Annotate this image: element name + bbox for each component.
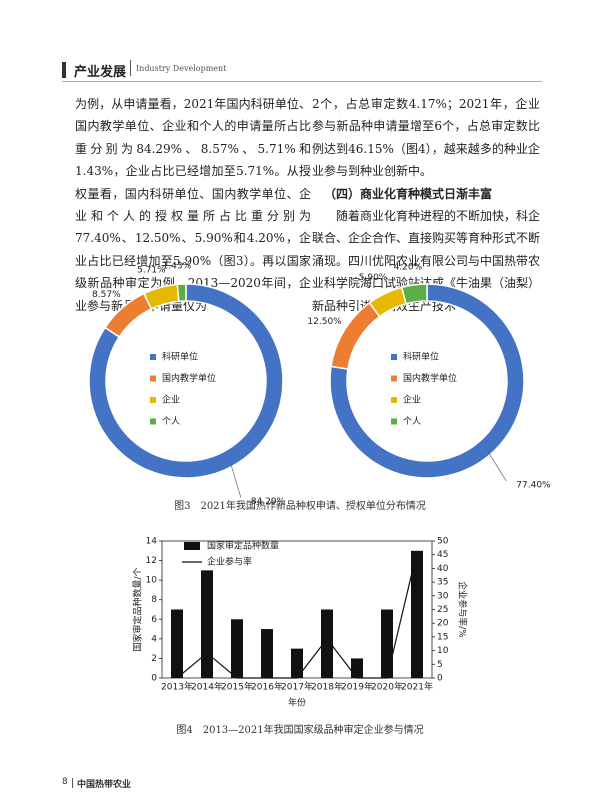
x-tick-label: 2017年 <box>281 681 313 693</box>
y2-axis-label: 企业参与率/% <box>457 581 469 638</box>
legend-label: 科研单位 <box>162 351 198 363</box>
bar <box>321 609 333 678</box>
figure-caption: 图4 2013—2021年我国国家级品种审定企业参与情况 <box>176 725 424 736</box>
bar <box>411 550 423 678</box>
y2-tick-label: 45 <box>437 550 448 560</box>
figure-caption: 图3 2021年我国热作新品种权申请、授权单位分布情况 <box>174 501 426 512</box>
legend-label: 国家审定品种数量 <box>207 540 279 552</box>
legend-label: 国内教学单位 <box>403 372 457 384</box>
pie-slice <box>104 292 153 338</box>
y2-tick-label: 10 <box>437 646 449 656</box>
legend-label: 个人 <box>162 416 180 427</box>
bar <box>291 648 303 678</box>
legend-swatch <box>150 375 156 382</box>
section-heading: （四）商业化育种模式日渐丰富 <box>324 186 493 201</box>
data-label: 4.20% <box>394 262 423 272</box>
paragraph: 为例，从申请量看，2021年国内科研单位、国内教学单位、企业和个人的申请量所占比… <box>75 97 311 313</box>
y-tick-label: 6 <box>151 615 157 625</box>
legend-swatch <box>391 354 397 360</box>
header-title: 产业发展 <box>74 65 127 80</box>
bar <box>231 619 243 678</box>
line-series <box>176 551 418 679</box>
y-tick-label: 4 <box>151 634 157 644</box>
footer-divider <box>72 778 73 788</box>
pie-slice <box>330 301 381 370</box>
x-tick-label: 2015年 <box>221 681 253 693</box>
pie-slice <box>142 283 180 310</box>
page-number: 8 <box>62 777 68 787</box>
legend-swatch <box>150 418 156 425</box>
x-tick-label: 2021年 <box>401 681 433 693</box>
y2-tick-label: 15 <box>437 632 448 642</box>
x-tick-label: 2014年 <box>191 681 223 693</box>
legend-label: 企业 <box>162 394 180 406</box>
header-rule <box>62 81 542 82</box>
y2-tick-label: 0 <box>437 674 443 684</box>
pie-slice <box>88 283 284 479</box>
legend-swatch <box>391 418 397 425</box>
right-column: 2个，占总审定数4.17%；2021年，企业参与新品种申请量增至6个，占总审定数… <box>312 93 540 317</box>
y2-tick-label: 40 <box>437 564 449 574</box>
data-label: 5.90% <box>359 273 388 283</box>
x-tick-label: 2019年 <box>341 681 373 693</box>
data-label: 84.29% <box>251 497 286 507</box>
x-tick-label: 2013年 <box>161 681 193 693</box>
header-divider <box>130 60 131 76</box>
pie-slice <box>400 283 428 305</box>
legend-label: 个人 <box>403 416 421 427</box>
y2-tick-label: 50 <box>437 537 449 547</box>
y-tick-label: 0 <box>151 674 157 684</box>
y-tick-label: 14 <box>146 537 158 547</box>
bar <box>381 609 393 678</box>
bar <box>351 658 363 678</box>
data-label: 77.40% <box>516 480 551 490</box>
footer-journal: 中国热带农业 <box>77 780 132 790</box>
left-column: 为例，从申请量看，2021年国内科研单位、国内教学单位、企业和个人的申请量所占比… <box>75 93 311 317</box>
y-tick-label: 10 <box>146 576 158 586</box>
x-axis-label: 年份 <box>288 697 306 709</box>
data-label: 12.50% <box>307 317 342 327</box>
legend-swatch <box>391 397 397 403</box>
paragraph: 2个，占总审定数4.17%；2021年，企业参与新品种申请量增至6个，占总审定数… <box>312 97 540 179</box>
legend-label: 国内教学单位 <box>162 372 216 384</box>
y2-tick-label: 35 <box>437 578 448 588</box>
x-tick-label: 2016年 <box>251 681 283 693</box>
leader-line <box>488 452 507 482</box>
y2-tick-label: 20 <box>437 619 449 629</box>
header-subtitle: Industry Development <box>136 64 227 73</box>
y2-tick-label: 25 <box>437 605 448 615</box>
bar <box>201 570 213 678</box>
y-tick-label: 8 <box>151 595 157 605</box>
y-tick-label: 12 <box>146 556 157 566</box>
data-label: 8.57% <box>92 290 121 300</box>
bar <box>171 609 183 678</box>
legend-swatch <box>150 397 156 403</box>
header-bar <box>62 62 66 78</box>
x-tick-label: 2018年 <box>311 681 343 693</box>
y2-tick-label: 30 <box>437 591 449 601</box>
pie-slice <box>176 283 187 303</box>
legend-label: 企业参与率 <box>207 556 252 568</box>
data-label: 1.43% <box>163 262 192 272</box>
y-tick-label: 2 <box>151 654 157 664</box>
y-axis-label: 国家审定品种数量/个 <box>132 567 144 651</box>
legend-swatch <box>150 354 156 360</box>
data-label: 5.71% <box>137 266 166 276</box>
legend-label: 企业 <box>403 394 421 406</box>
leader-line <box>230 464 242 498</box>
x-tick-label: 2020年 <box>371 681 403 693</box>
bar <box>261 629 273 678</box>
legend-swatch <box>184 542 200 550</box>
legend-label: 科研单位 <box>403 351 439 363</box>
legend-swatch <box>391 375 397 382</box>
pie-slice <box>329 283 525 479</box>
y2-tick-label: 5 <box>437 660 443 670</box>
